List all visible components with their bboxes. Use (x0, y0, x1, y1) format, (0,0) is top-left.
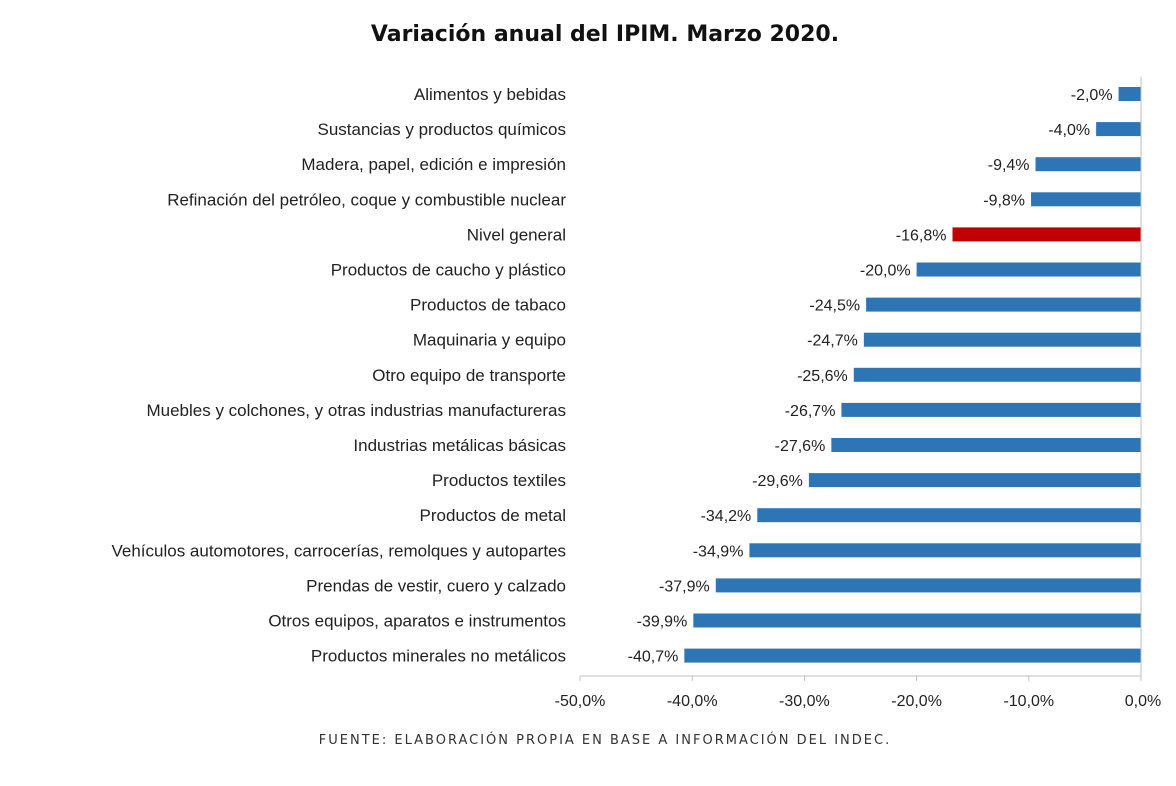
data-label: -2,0% (1071, 87, 1113, 104)
bar (853, 367, 1141, 382)
bar-highlight (952, 227, 1141, 242)
category-label: Refinación del petróleo, coque y combust… (167, 190, 566, 209)
category-label: Productos minerales no metálicos (311, 647, 566, 666)
data-label: -37,9% (659, 578, 710, 595)
data-label: -39,9% (637, 614, 688, 631)
bar (715, 578, 1141, 593)
category-label: Vehículos automotores, carrocerías, remo… (111, 541, 566, 560)
category-label: Prendas de vestir, cuero y calzado (306, 576, 566, 595)
bar (916, 262, 1141, 277)
data-label: -34,9% (693, 543, 744, 560)
data-label: -9,4% (988, 157, 1030, 174)
value-labels: -2,0% -4,0% -9,4% -9,8% -16,8% -20,0% -24,5% -2… (628, 87, 1113, 666)
x-tick-label: -20,0% (891, 693, 942, 710)
data-label: -29,6% (752, 473, 803, 490)
bar (808, 473, 1141, 488)
category-label: Otro equipo de transporte (372, 366, 566, 385)
bar (684, 648, 1141, 663)
bar (1096, 122, 1141, 137)
data-label: -24,5% (809, 298, 860, 315)
bar (1118, 87, 1141, 101)
category-label: Maquinaria y equipo (413, 331, 566, 350)
data-label: -16,8% (896, 227, 947, 244)
x-tick-label: 0,0% (1125, 693, 1161, 710)
bar (693, 613, 1141, 628)
x-tick-label: -40,0% (667, 693, 718, 710)
category-label: Productos de caucho y plástico (331, 261, 566, 280)
source-note: FUENTE: ELABORACIÓN PROPIA EN BASE A INF… (318, 733, 892, 748)
bar (866, 297, 1141, 312)
x-tick-label: -50,0% (555, 693, 606, 710)
category-label: Muebles y colchones, y otras industrias … (146, 401, 566, 420)
bar (757, 508, 1141, 523)
bar (831, 438, 1141, 452)
data-label: -27,6% (775, 438, 826, 455)
category-label: Sustancias y productos químicos (317, 120, 566, 139)
bar (863, 332, 1141, 347)
category-label: Alimentos y bebidas (414, 85, 566, 104)
category-label: Productos de metal (420, 506, 566, 525)
bars-group (684, 87, 1141, 663)
data-label: -9,8% (983, 192, 1025, 209)
x-tick-label: -30,0% (779, 693, 830, 710)
data-label: -34,2% (701, 508, 752, 525)
category-labels: Alimentos y bebidas Sustancias y producto… (111, 85, 566, 666)
bar (1035, 157, 1141, 172)
category-label: Productos textiles (432, 471, 566, 490)
data-label: -26,7% (785, 403, 836, 420)
category-label: Madera, papel, edición e impresión (301, 155, 566, 174)
data-label: -20,0% (860, 263, 911, 280)
x-axis-ticks: -50,0% -40,0% -30,0% -20,0% -10,0% 0,0% (555, 676, 1161, 710)
chart-title: Variación anual del IPIM. Marzo 2020. (370, 22, 840, 47)
data-label: -40,7% (628, 649, 679, 666)
data-label: -4,0% (1048, 122, 1090, 139)
x-tick-label: -10,0% (1003, 693, 1054, 710)
bar (1031, 192, 1141, 207)
category-label: Nivel general (467, 225, 566, 244)
data-label: -25,6% (797, 368, 848, 385)
data-label: -24,7% (807, 333, 858, 350)
category-label: Productos de tabaco (410, 296, 566, 315)
bar (841, 402, 1141, 417)
bar (749, 543, 1141, 558)
category-label: Industrias metálicas básicas (353, 436, 566, 455)
category-label: Otros equipos, aparatos e instrumentos (268, 612, 566, 631)
